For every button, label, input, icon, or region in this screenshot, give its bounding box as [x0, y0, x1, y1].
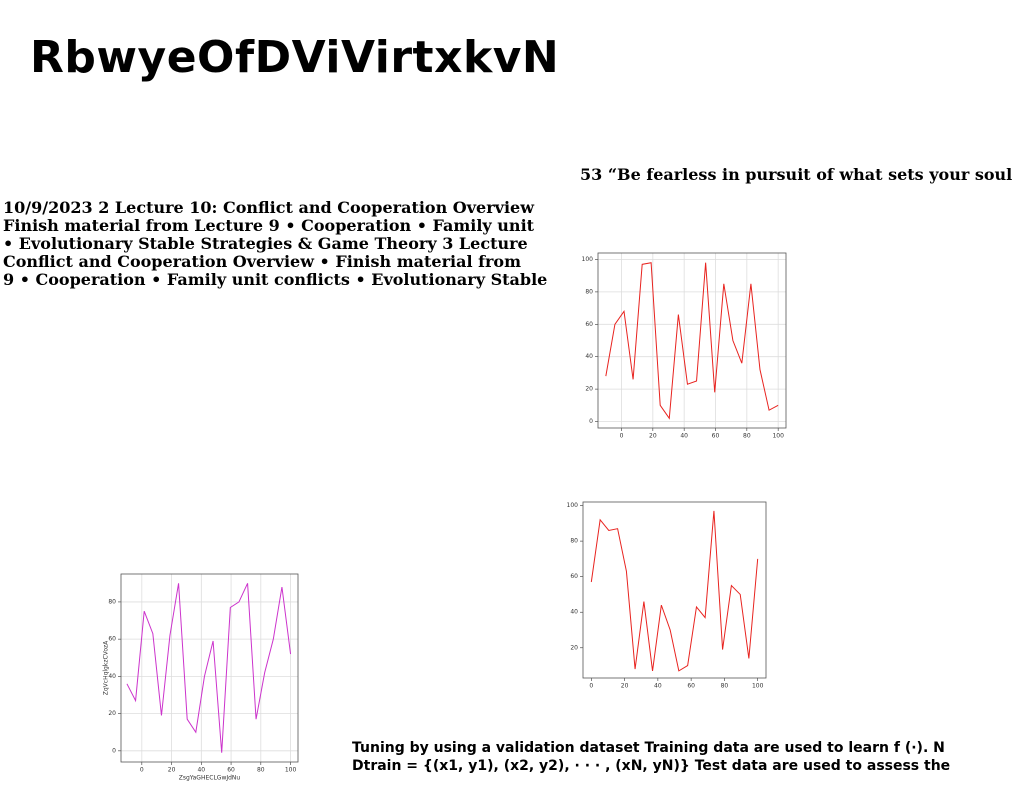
- y-tick-label: 0: [589, 418, 593, 425]
- x-tick-label: 20: [649, 433, 657, 440]
- y-tick-label: 80: [570, 538, 578, 545]
- x-tick-label: 0: [620, 433, 624, 440]
- y-tick-label: 80: [108, 598, 116, 605]
- data-line: [126, 583, 292, 753]
- x-tick-label: 20: [168, 767, 176, 774]
- y-axis-label: ZqVcHqlgkzCVozA: [103, 640, 110, 695]
- footer-text: Tuning by using a validation dataset Tra…: [352, 739, 950, 775]
- y-tick-label: 20: [570, 644, 578, 651]
- y-tick-label: 20: [108, 710, 116, 717]
- x-tick-label: 100: [752, 683, 764, 690]
- text-line: Finish material from Lecture 9 • Coopera…: [3, 216, 535, 235]
- x-axis-label: ZsgYaGHECLGwJdNu: [179, 775, 241, 782]
- x-tick-label: 40: [654, 683, 662, 690]
- x-tick-label: 40: [197, 767, 205, 774]
- x-tick-label: 20: [621, 683, 629, 690]
- x-tick-label: 0: [589, 683, 593, 690]
- paragraph: 10/9/2023 2 Lecture 10: Conflict and Coo…: [3, 199, 547, 289]
- y-tick-label: 100: [567, 502, 579, 509]
- y-tick-label: 40: [570, 609, 578, 616]
- text-line: 9 • Cooperation • Family unit conflicts …: [3, 270, 548, 289]
- plot-frame: [120, 573, 299, 763]
- x-tick-label: 0: [140, 767, 144, 774]
- x-tick-label: 100: [772, 433, 784, 440]
- x-tick-label: 100: [285, 767, 297, 774]
- y-tick-label: 60: [108, 636, 116, 643]
- y-tick-label: 20: [585, 386, 593, 393]
- text-line: 10/9/2023 2 Lecture 10: Conflict and Coo…: [3, 198, 534, 217]
- y-tick-label: 40: [108, 673, 116, 680]
- x-tick-label: 40: [680, 433, 688, 440]
- text-line: Conflict and Cooperation Overview • Fini…: [3, 252, 521, 271]
- y-tick-label: 80: [585, 288, 593, 295]
- x-tick-label: 60: [687, 683, 695, 690]
- x-tick-label: 80: [743, 433, 751, 440]
- plot-frame: [582, 501, 767, 679]
- page-title: RbwyeOfDViVirtxkvN: [30, 32, 560, 83]
- y-tick-label: 60: [585, 321, 593, 328]
- text-line: • Evolutionary Stable Strategies & Game …: [3, 234, 528, 253]
- x-tick-label: 60: [712, 433, 720, 440]
- y-tick-label: 0: [112, 747, 116, 754]
- y-tick-label: 40: [585, 353, 593, 360]
- y-tick-label: 60: [570, 573, 578, 580]
- y-tick-label: 100: [582, 256, 594, 263]
- data-line: [605, 262, 779, 420]
- plot-frame: [597, 252, 787, 429]
- x-tick-label: 80: [721, 683, 729, 690]
- quote: 53 “Be fearless in pursuit of what sets …: [580, 165, 1013, 184]
- text-line: Tuning by using a validation dataset Tra…: [352, 740, 945, 756]
- x-tick-label: 60: [227, 767, 235, 774]
- text-line: Dtrain = {(x1, y1), (x2, y2), · · · , (x…: [352, 758, 951, 774]
- data-line: [590, 510, 759, 672]
- x-tick-label: 80: [257, 767, 265, 774]
